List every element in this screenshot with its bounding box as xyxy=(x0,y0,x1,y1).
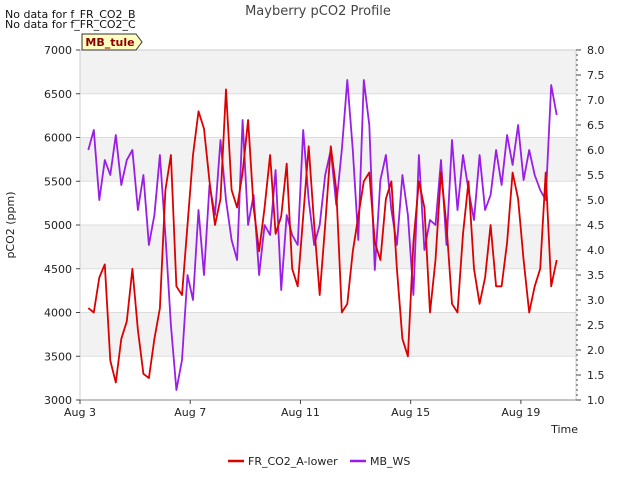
chart-title: Mayberry pCO2 Profile xyxy=(245,4,391,19)
site-tag-label: MB_tule xyxy=(85,36,134,49)
legend-label-fr-co2-a-lower: FR_CO2_A-lower xyxy=(248,455,338,468)
plot-band xyxy=(80,225,576,269)
series-layer xyxy=(87,79,558,391)
y2-tick-label: 1.0 xyxy=(587,394,605,407)
series-line-mb-ws xyxy=(87,79,558,391)
y-tick-label: 6500 xyxy=(44,88,72,101)
y2-tick-label: 8.0 xyxy=(587,44,605,57)
y2-tick-label: 3.5 xyxy=(587,269,605,282)
y2-tick-label: 4.0 xyxy=(587,244,605,257)
plot-band xyxy=(80,50,576,94)
plot-band xyxy=(80,356,576,400)
y2-tick-label: 3.0 xyxy=(587,294,605,307)
no-data-note-c: No data for f_FR_CO2_C xyxy=(5,18,136,31)
y2-tick-label: 6.0 xyxy=(587,144,605,157)
y2-tick-label: 5.5 xyxy=(587,169,605,182)
y-tick-label: 5500 xyxy=(44,175,72,188)
x-tick-label: Aug 15 xyxy=(391,406,430,419)
y-tick-label: 3500 xyxy=(44,350,72,363)
y2-tick-label: 5.0 xyxy=(587,194,605,207)
x-axis: Aug 3 Aug 7 Aug 11 Aug 15 Aug 19 xyxy=(64,399,576,419)
y-axis-right: 1.0 1.5 2.0 2.5 3.0 3.5 4.0 4.5 5.0 5.5 6.0 6.5 7.0 7… xyxy=(576,44,605,407)
plot-band xyxy=(80,268,576,313)
no-data-note-b: No data for f_FR_CO2_B xyxy=(5,8,136,21)
y2-tick-label: 7.5 xyxy=(587,69,605,82)
x-tick-label: Aug 3 xyxy=(64,406,96,419)
site-tag: MB_tule xyxy=(81,33,143,51)
y-tick-label: 4000 xyxy=(44,307,72,320)
site-tag-box xyxy=(81,33,143,51)
plot-band xyxy=(80,93,576,138)
y2-tick-label: 1.5 xyxy=(587,369,605,382)
y2-tick-label: 2.5 xyxy=(587,319,605,332)
y2-tick-label: 7.0 xyxy=(587,94,605,107)
x-axis-title: Time xyxy=(550,423,578,436)
y-axis-title: pCO2 (ppm) xyxy=(4,191,17,258)
x-tick-label: Aug 7 xyxy=(174,406,206,419)
series-line-fr-co2-a-lower xyxy=(87,88,558,384)
plot-background xyxy=(80,49,576,401)
y-axis-left: 3000 3500 4000 4500 5000 5500 6000 6500 7000 xyxy=(44,44,80,407)
legend: FR_CO2_A-lower MB_WS xyxy=(228,455,410,468)
x-tick-label: Aug 19 xyxy=(501,406,540,419)
legend-label-mb-ws: MB_WS xyxy=(370,455,410,468)
y2-tick-label: 4.5 xyxy=(587,219,605,232)
plot-band xyxy=(80,312,576,357)
y-tick-label: 4500 xyxy=(44,263,72,276)
y-tick-label: 7000 xyxy=(44,44,72,57)
y2-tick-label: 6.5 xyxy=(587,119,605,132)
y2-tick-label: 2.0 xyxy=(587,344,605,357)
y-tick-label: 3000 xyxy=(44,394,72,407)
y-tick-label: 5000 xyxy=(44,219,72,232)
y-tick-label: 6000 xyxy=(44,132,72,145)
x-tick-label: Aug 11 xyxy=(281,406,320,419)
